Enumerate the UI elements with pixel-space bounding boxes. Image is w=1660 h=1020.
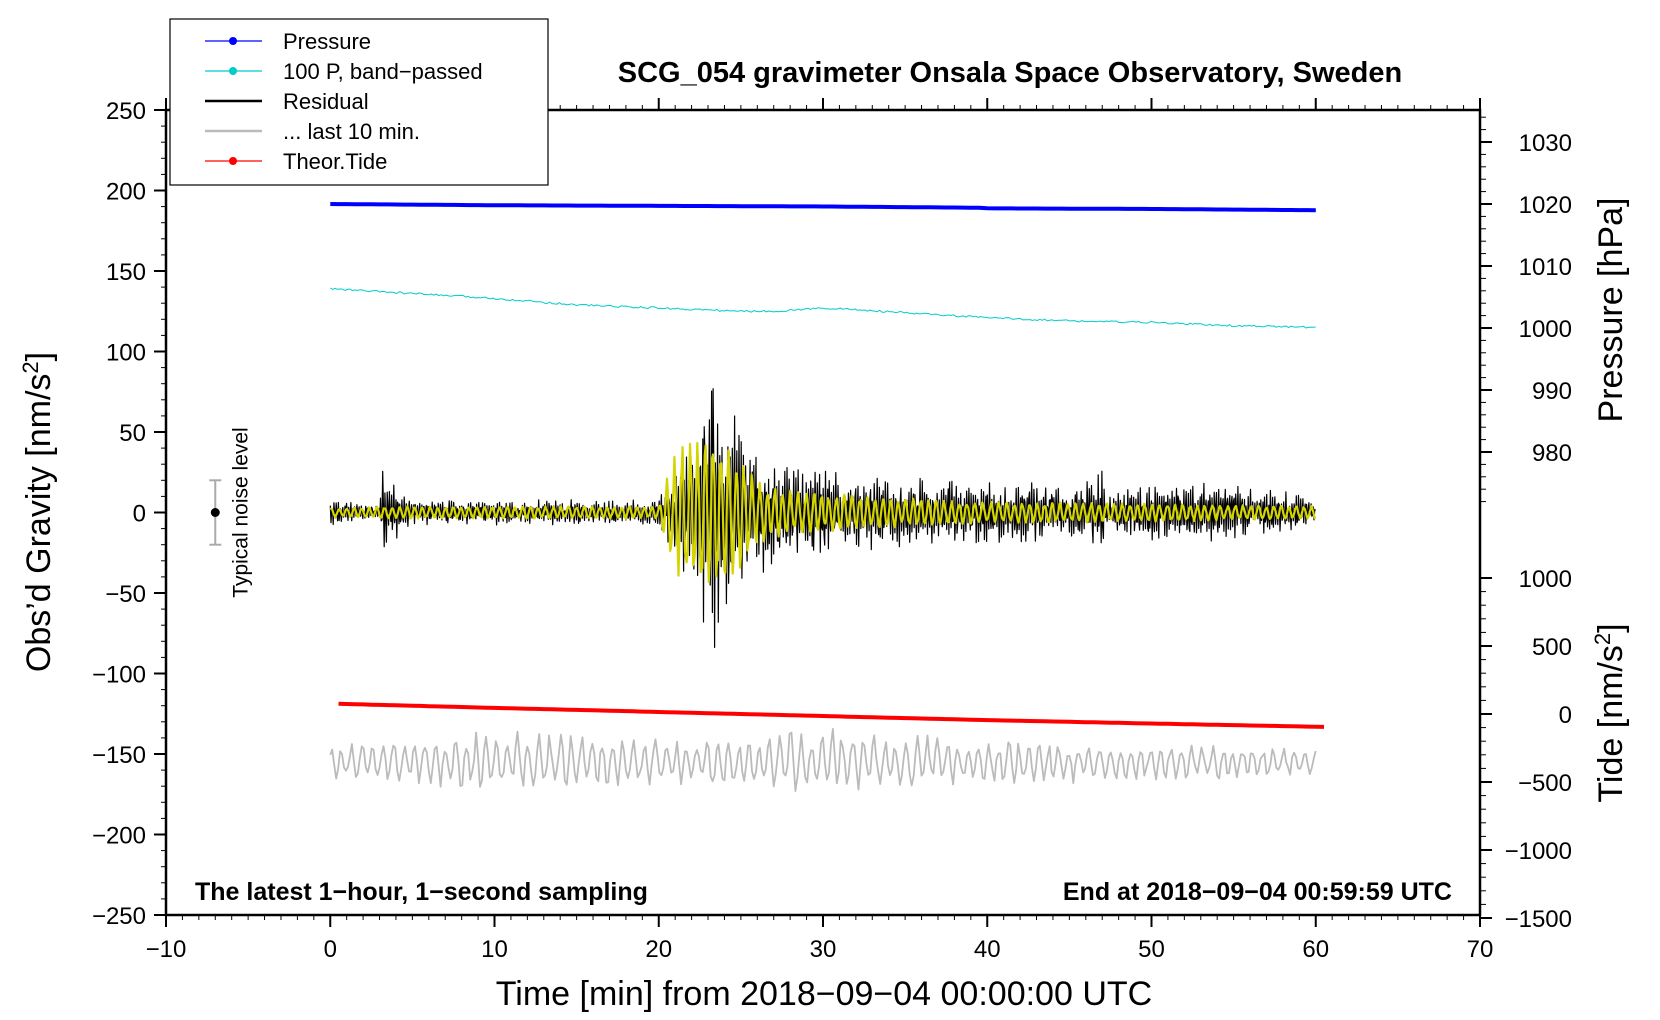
x-tick-label: 10: [481, 936, 508, 963]
pressure-tick-label: 980: [1532, 440, 1572, 467]
x-axis-label: Time [min] from 2018−09−04 00:00:00 UTC: [496, 975, 1152, 1013]
legend-label: Theor.Tide: [283, 149, 387, 174]
x-tick-label: −10: [146, 936, 187, 963]
pressure-tick-label: 990: [1532, 378, 1572, 405]
y-tick-label-left: 200: [106, 179, 146, 206]
y-tick-label-left: 250: [106, 98, 146, 125]
legend-marker: [229, 157, 237, 165]
legend-marker: [229, 37, 237, 45]
chart-title: SCG_054 gravimeter Onsala Space Observat…: [618, 57, 1402, 89]
legend-label: 100 P, band−passed: [283, 59, 483, 84]
x-tick-label: 50: [1138, 936, 1165, 963]
annotation-end-time: End at 2018−09−04 00:59:59 UTC: [1063, 878, 1452, 906]
noise-center-dot: [210, 508, 220, 517]
noise-label: Typical noise level: [229, 427, 252, 597]
tide-tick-label: −1500: [1505, 906, 1572, 933]
series-theoretical-tide: [338, 701, 1325, 729]
y-tick-label-left: −100: [92, 662, 146, 689]
series-last-10-min: [329, 728, 1317, 792]
pressure-tick-label: 1020: [1519, 192, 1572, 219]
legend-label: Pressure: [283, 29, 371, 54]
y-tick-label-left: 100: [106, 340, 146, 367]
x-tick-label: 20: [645, 936, 672, 963]
series-residual-filtered: [329, 441, 1316, 584]
y-tick-label-left: −150: [92, 742, 146, 769]
pressure-tick-label: 1000: [1519, 316, 1572, 343]
legend: Pressure 100 P, band−passed Residual ... la…: [169, 18, 549, 186]
legend-label: ... last 10 min.: [283, 119, 420, 144]
y-tick-label-left: −50: [105, 581, 146, 608]
y-tick-label-left: 150: [106, 259, 146, 286]
y-axis-label-pressure: Pressure [hPa]: [1592, 198, 1630, 423]
legend-marker: [229, 67, 237, 75]
ticks-layer: −10 0 10 20 30 40 50 60 70250200150100500−50−100…: [92, 98, 1572, 963]
noise-indicator: Typical noise level: [209, 427, 252, 598]
y-tick-label-left: −200: [92, 823, 146, 850]
y-tick-label-left: 0: [133, 501, 146, 528]
legend-label: Residual: [283, 89, 369, 114]
tide-tick-label: 1000: [1519, 566, 1572, 593]
x-tick-label: 30: [810, 936, 837, 963]
y-axis-label-tide: Tide [nm/s2]: [1590, 623, 1631, 802]
x-tick-label: 0: [324, 936, 337, 963]
pressure-tick-label: 1010: [1519, 254, 1572, 281]
annotation-sampling: The latest 1−hour, 1−second sampling: [195, 878, 648, 906]
x-tick-label: 40: [974, 936, 1001, 963]
x-tick-label: 70: [1467, 936, 1494, 963]
series-pressure-bandpassed: [330, 287, 1316, 329]
series-layer: [329, 202, 1325, 792]
tide-tick-label: 500: [1532, 634, 1572, 661]
y-tick-label-left: −250: [92, 903, 146, 930]
tide-tick-label: −500: [1518, 770, 1572, 797]
y-axis-label-left: Obs’d Gravity [nm/s2]: [18, 352, 59, 672]
y-tick-label-left: 50: [119, 420, 146, 447]
pressure-tick-label: 1030: [1519, 130, 1572, 157]
tide-tick-label: −1000: [1505, 838, 1572, 865]
tide-tick-label: 0: [1559, 702, 1572, 729]
x-tick-label: 60: [1302, 936, 1329, 963]
series-pressure: [330, 202, 1316, 213]
